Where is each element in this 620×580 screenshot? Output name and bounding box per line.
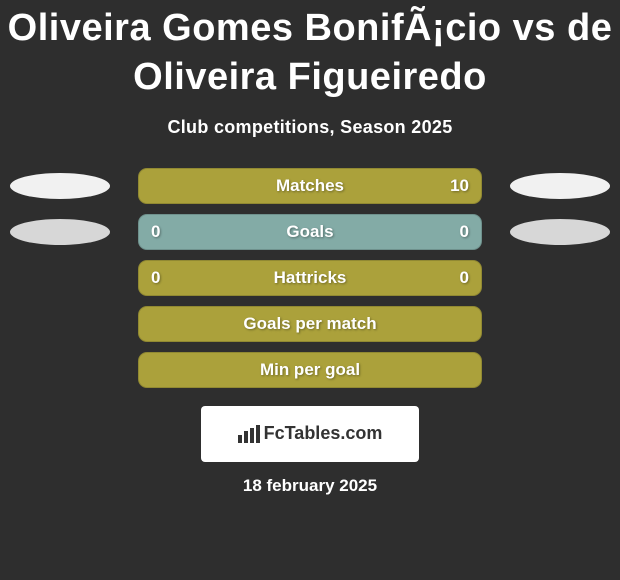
stat-bar: 0Goals0 [138, 214, 482, 250]
page-title: Oliveira Gomes BonifÃ¡cio vs de Oliveira… [0, 0, 620, 105]
stat-row: Matches10 [0, 168, 620, 204]
stat-right-value: 10 [450, 176, 469, 196]
stat-right-value: 0 [460, 268, 469, 288]
stat-left-value: 0 [151, 222, 160, 242]
logo-inner: FcTables.com [238, 423, 383, 444]
stat-row: 0Goals0 [0, 214, 620, 250]
stat-row: 0Hattricks0 [0, 260, 620, 296]
stat-bar: 0Hattricks0 [138, 260, 482, 296]
right-ellipse [510, 173, 610, 199]
stat-bar: Min per goal [138, 352, 482, 388]
stat-label: Matches [139, 176, 481, 196]
logo-box: FcTables.com [201, 406, 419, 462]
stat-bar: Goals per match [138, 306, 482, 342]
logo-text: FcTables.com [264, 423, 383, 444]
stat-left-value: 0 [151, 268, 160, 288]
stat-row: Goals per match [0, 306, 620, 342]
page-subtitle: Club competitions, Season 2025 [0, 117, 620, 138]
right-ellipse [510, 219, 610, 245]
stat-label: Min per goal [139, 360, 481, 380]
stat-label: Hattricks [139, 268, 481, 288]
stat-right-value: 0 [460, 222, 469, 242]
stat-row: Min per goal [0, 352, 620, 388]
stat-bar: Matches10 [138, 168, 482, 204]
stat-label: Goals per match [139, 314, 481, 334]
stats-rows: Matches100Goals00Hattricks0Goals per mat… [0, 168, 620, 388]
left-ellipse [10, 219, 110, 245]
left-ellipse [10, 173, 110, 199]
stat-label: Goals [139, 222, 481, 242]
date-text: 18 february 2025 [0, 476, 620, 496]
bar-chart-icon [238, 425, 260, 443]
